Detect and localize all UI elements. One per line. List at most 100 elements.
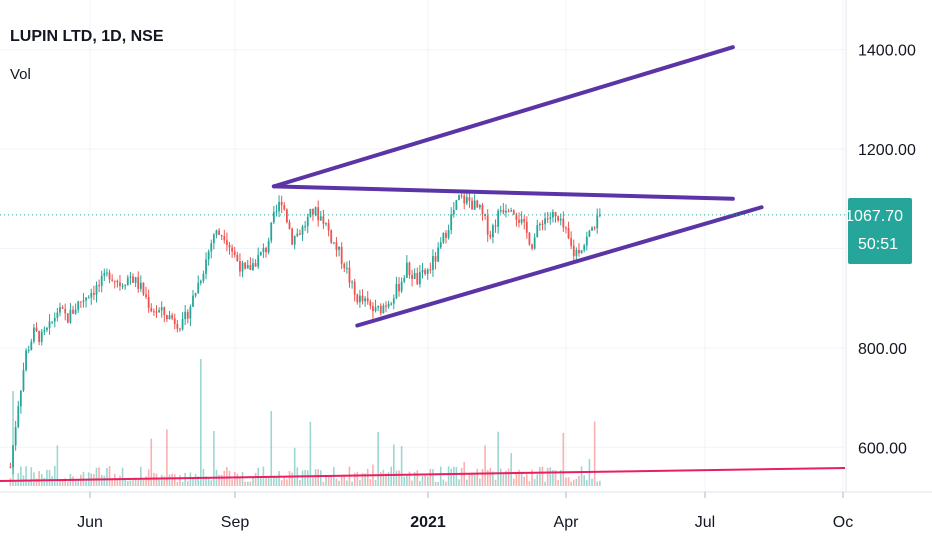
volume-bar [356,471,359,486]
symbol-title[interactable]: LUPIN LTD, 1D, NSE [10,28,164,45]
candle-body [220,235,223,237]
candle-body [40,331,43,342]
volume-bar [137,478,140,486]
candle-body [403,277,406,282]
volume-bar [134,477,137,486]
volume-bar [507,468,510,486]
time-axis[interactable]: Jun Sep 2021 Apr Jul Oc [0,491,932,531]
volume-bar [260,476,262,486]
candle-body [48,321,51,328]
volume-bar [322,481,325,486]
volume-bar [233,471,236,486]
volume-bar [567,477,570,486]
candle-body [22,370,25,391]
volume-bar [312,477,314,486]
volume-bar [536,474,539,486]
y-tick-label: 1400.00 [858,43,916,60]
volume-bar [554,470,557,486]
candle-body [335,242,338,250]
volume-bar [124,477,126,486]
volume-bar [466,479,468,486]
candle-body [361,295,364,302]
volume-bar [33,472,35,486]
trendline[interactable] [271,184,735,201]
candle-body [74,309,77,314]
candle-body [176,323,179,329]
volume-bar [419,480,421,486]
volume-bar [432,469,434,486]
candle-body [285,209,288,223]
candle-body [421,269,424,272]
volume-indicator-label[interactable]: Vol [10,66,31,83]
volume-bar [353,472,356,486]
candle-body [111,279,114,281]
volume-bar [301,470,304,486]
volume-bar [286,479,288,486]
volume-bar [364,473,366,486]
candle-body [147,296,150,308]
volume-bar [319,470,322,486]
candle-body [166,315,168,320]
volume-bar [270,411,273,486]
volume-bar [197,476,200,486]
candle-body [565,227,567,229]
candle-body [171,315,174,319]
candle-body [512,210,515,215]
volume-bar [160,474,163,486]
volume-bar [515,473,518,486]
volume-bar [351,481,353,486]
volume-bar [171,473,173,486]
volume-bar [346,480,348,486]
candle-body [330,230,333,243]
candle-body [46,327,48,330]
candle-body [546,218,549,220]
volume-bar [228,470,231,486]
candle-body [64,308,67,314]
trendline[interactable] [355,205,764,328]
volume-bar [489,467,492,486]
volume-bar [293,447,296,486]
volume-bar [317,469,319,486]
volume-bar [100,474,103,486]
volume-bar [129,480,132,486]
candle-body [262,247,265,252]
volume-bar [562,432,565,486]
candle-body [520,219,523,223]
candle-body [244,262,247,269]
candle-body [43,329,46,332]
candle-body [309,208,312,217]
volume-bar [158,479,160,486]
candle-body [202,273,205,281]
volume-bar [265,477,267,486]
trendline[interactable] [271,45,735,189]
candle-body [476,200,479,208]
candle-body [379,305,382,314]
volume-bar [377,431,379,486]
candle-body [340,246,343,264]
volume-bar [186,480,189,486]
volume-bar [510,453,512,486]
candle-body [223,236,226,241]
candle-body [353,281,356,295]
candle-body [570,238,573,246]
candle-body [9,467,12,469]
candle-body [225,240,228,245]
candle-body [494,225,497,227]
volume-bar [484,445,486,486]
candle-body [61,307,64,309]
candle-body [199,280,202,283]
candle-body [481,205,484,215]
candle-body [557,216,560,221]
candle-body [400,281,403,292]
candle-body [416,273,419,285]
candle-body [17,406,20,428]
volume-bar [382,469,385,486]
volume-ma-line [0,467,846,482]
candle-body [82,300,85,302]
price-axis[interactable]: 1400.00 1200.00 800.00 600.00 [845,0,916,492]
candle-body [239,261,241,272]
candle-body [418,271,421,285]
volume-bar [244,481,246,486]
volume-bar [533,479,536,486]
